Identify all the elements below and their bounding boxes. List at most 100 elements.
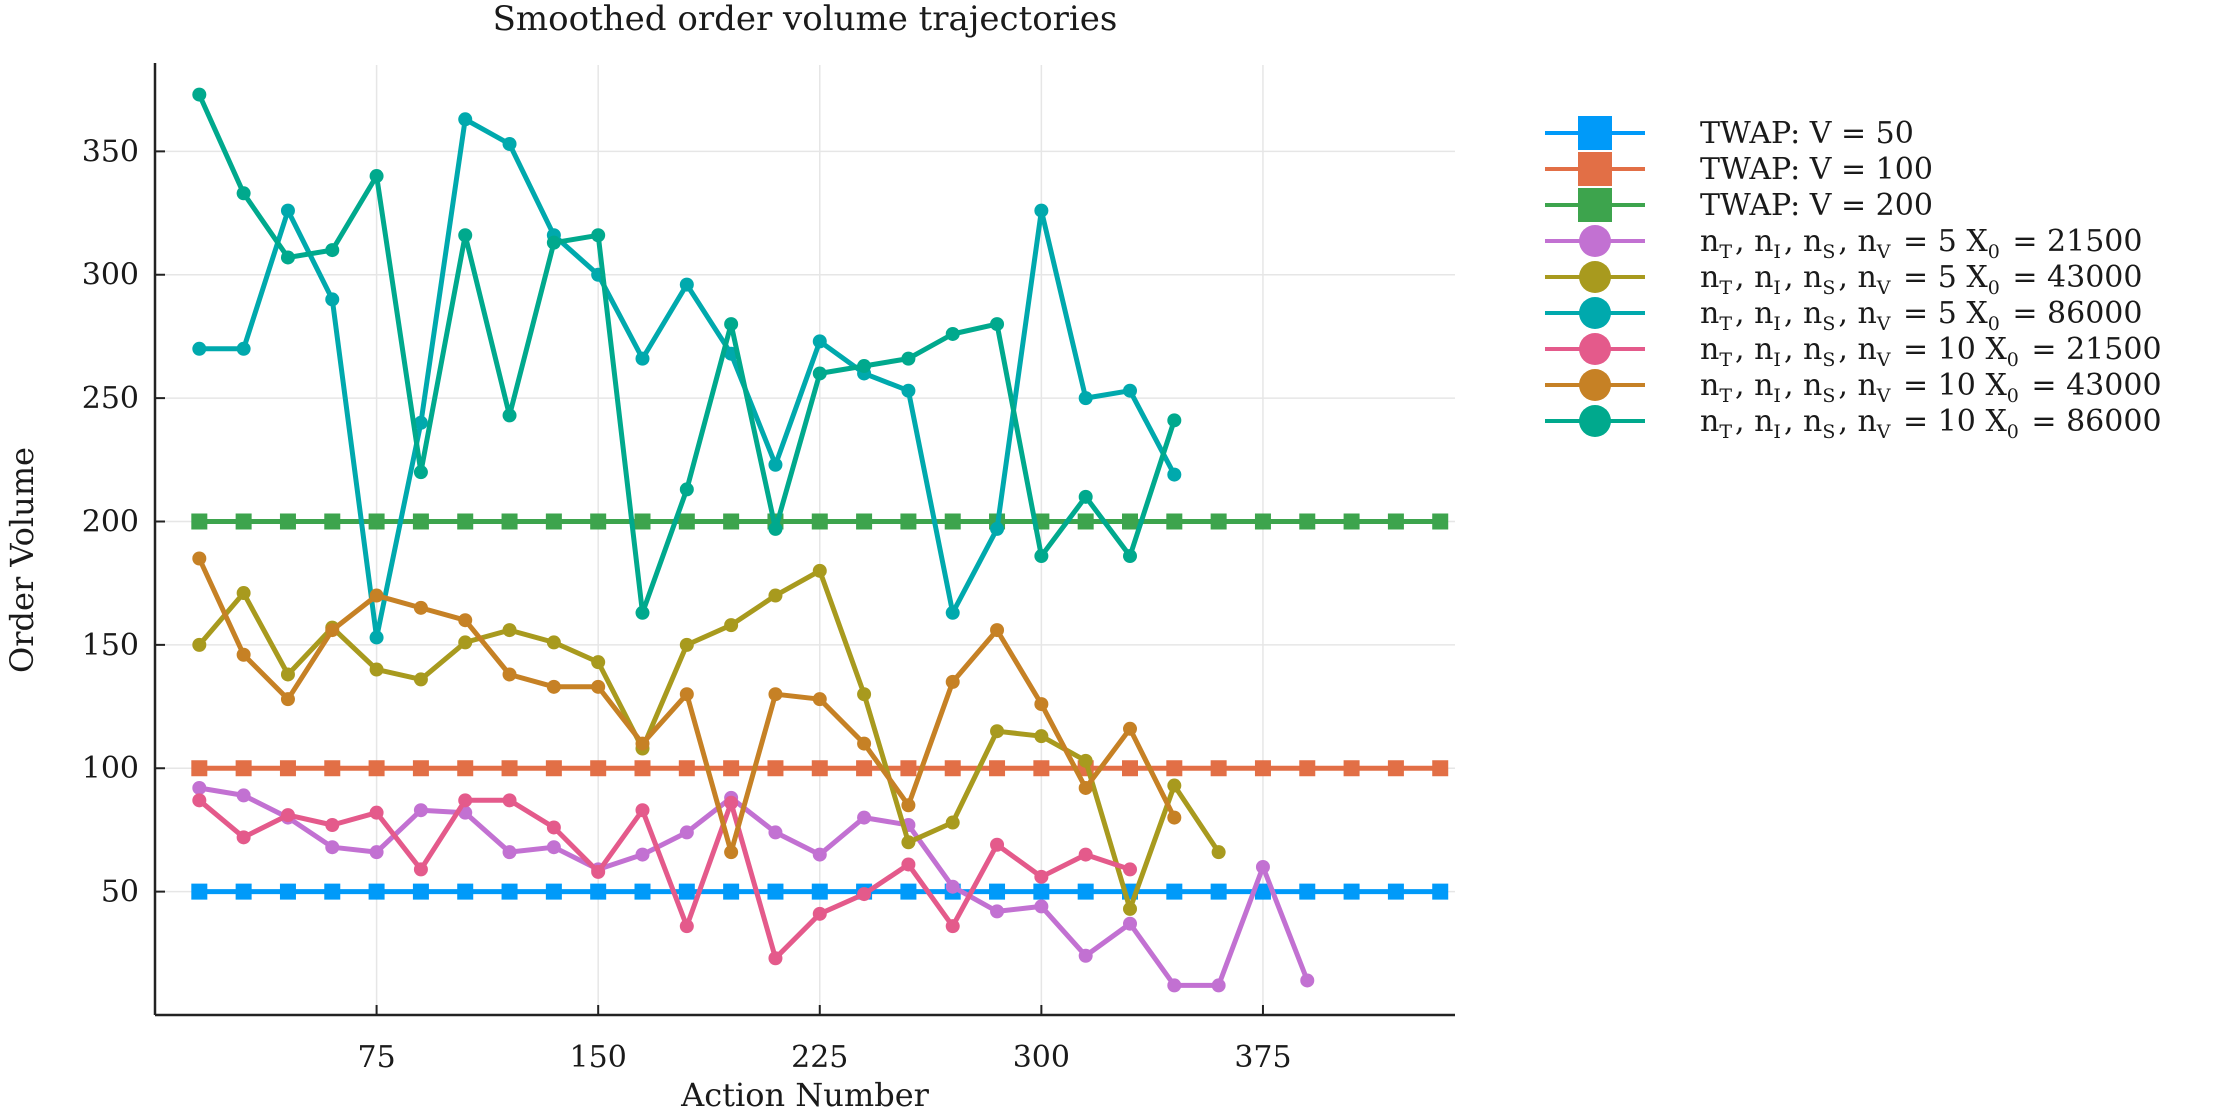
data-point xyxy=(812,366,827,381)
data-point xyxy=(1254,760,1271,777)
data-point xyxy=(811,883,828,900)
data-point xyxy=(1299,760,1316,777)
data-point xyxy=(812,847,827,862)
data-point xyxy=(812,692,827,707)
data-point xyxy=(679,277,694,292)
series-line xyxy=(197,557,1177,855)
data-point xyxy=(1123,549,1137,564)
data-point xyxy=(236,788,251,803)
y-tick-label: 150 xyxy=(82,628,139,663)
data-point xyxy=(369,805,384,820)
data-point xyxy=(591,655,606,670)
y-tick-label: 50 xyxy=(101,875,139,910)
data-point xyxy=(768,951,783,966)
data-point xyxy=(768,457,783,472)
data-point xyxy=(990,724,1005,739)
data-point xyxy=(635,803,650,818)
data-point xyxy=(1300,973,1315,988)
data-point xyxy=(634,883,651,900)
data-point xyxy=(1078,948,1093,963)
data-point xyxy=(857,359,872,374)
data-point xyxy=(1254,513,1271,530)
data-point xyxy=(236,586,251,601)
data-point xyxy=(723,513,740,530)
data-point xyxy=(590,760,607,777)
data-point xyxy=(811,513,828,530)
data-point xyxy=(501,513,518,530)
data-point xyxy=(990,521,1005,536)
data-point xyxy=(192,780,207,795)
legend-label: nT , nI , nS , nV = 5 X0 = 86000 xyxy=(1700,296,2142,335)
data-point xyxy=(1034,697,1049,712)
data-point xyxy=(458,635,473,650)
data-point xyxy=(1078,489,1093,504)
data-point xyxy=(1210,883,1227,900)
chart-title: Smoothed order volume trajectories xyxy=(493,0,1118,39)
legend-entry-6: nT , nI , nS , nV = 5 X0 = 86000 xyxy=(1545,296,2142,335)
data-point xyxy=(1254,883,1271,900)
data-point xyxy=(192,637,207,652)
data-point xyxy=(945,605,960,620)
data-point xyxy=(324,760,341,777)
data-point xyxy=(678,513,695,530)
data-point xyxy=(325,243,340,258)
axes xyxy=(153,63,1455,1017)
legend-swatch-marker xyxy=(1579,297,1611,329)
data-point xyxy=(1432,883,1449,900)
data-point xyxy=(724,317,739,332)
data-point xyxy=(768,825,783,840)
data-point xyxy=(1210,513,1227,530)
data-point xyxy=(1077,513,1094,530)
legend-label: nT , nI , nS , nV = 10 X0 = 21500 xyxy=(1700,332,2162,371)
data-point xyxy=(811,760,828,777)
data-point xyxy=(280,667,295,682)
data-point xyxy=(1299,513,1316,530)
data-point xyxy=(945,674,960,689)
data-point xyxy=(1034,869,1049,884)
data-point xyxy=(857,887,872,902)
data-point xyxy=(945,815,960,830)
y-axis-label: Order Volume xyxy=(3,447,41,673)
legend-swatch-marker xyxy=(1579,225,1611,257)
data-point xyxy=(279,760,296,777)
x-tick-label: 375 xyxy=(1234,1040,1291,1075)
data-point xyxy=(767,883,784,900)
data-point xyxy=(191,513,208,530)
data-point xyxy=(724,845,739,860)
data-point xyxy=(1077,883,1094,900)
data-point xyxy=(413,415,428,430)
data-point xyxy=(1432,760,1449,777)
data-point xyxy=(857,810,872,825)
data-point xyxy=(280,692,295,707)
data-point xyxy=(635,847,650,862)
data-point xyxy=(944,760,961,777)
data-point xyxy=(1343,513,1360,530)
data-point xyxy=(945,326,960,341)
data-point xyxy=(413,672,428,687)
series-line xyxy=(199,116,1177,640)
data-point xyxy=(990,623,1005,638)
data-point xyxy=(545,513,562,530)
legend-entry-9: nT , nI , nS , nV = 10 X0 = 86000 xyxy=(1545,404,2162,443)
data-point xyxy=(1211,978,1226,993)
data-point xyxy=(324,513,341,530)
series-line xyxy=(197,797,1131,961)
data-point xyxy=(502,845,517,860)
data-point xyxy=(545,883,562,900)
data-point xyxy=(767,760,784,777)
legend-swatch-marker xyxy=(1578,116,1612,150)
data-point xyxy=(1123,901,1137,916)
data-point xyxy=(1078,847,1093,862)
data-point xyxy=(901,351,916,366)
legend-entry-2: TWAP: V = 100 xyxy=(1545,152,1933,187)
data-point xyxy=(1167,467,1182,482)
series-4 xyxy=(192,780,1315,993)
legend-swatch-marker xyxy=(1578,188,1612,222)
data-point xyxy=(1343,760,1360,777)
data-point xyxy=(1166,760,1183,777)
series-7 xyxy=(192,793,1137,966)
data-point xyxy=(901,835,916,850)
data-point xyxy=(1123,916,1137,931)
data-point xyxy=(236,186,251,201)
data-point xyxy=(1387,513,1404,530)
